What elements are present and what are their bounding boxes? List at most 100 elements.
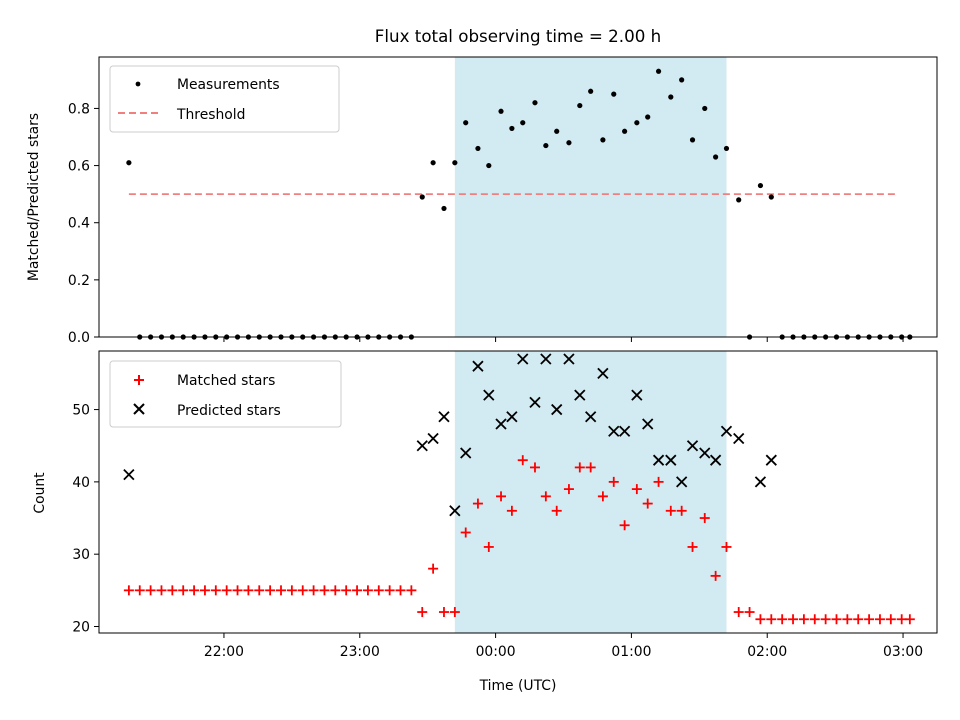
measurement-point xyxy=(600,137,606,143)
x-tick-label: 01:00 xyxy=(611,644,651,660)
legend-predicted-label: Predicted stars xyxy=(177,403,281,419)
observing-window-shade-bottom xyxy=(454,351,727,633)
predicted-star-point xyxy=(529,396,541,408)
measurement-point xyxy=(498,108,504,114)
matched-star-point xyxy=(687,541,698,552)
matched-star-point xyxy=(243,585,254,596)
matched-star-point xyxy=(874,614,885,625)
predicted-star-point xyxy=(699,447,711,459)
measurement-point xyxy=(668,94,674,100)
matched-star-point xyxy=(733,607,744,618)
predicted-star-point xyxy=(517,353,529,365)
measurement-point xyxy=(577,102,583,109)
predicted-star-point xyxy=(652,454,665,466)
y-tick-label: 50 xyxy=(72,403,90,419)
x-axis-label: Time (UTC) xyxy=(479,678,557,694)
matched-star-point xyxy=(842,614,853,625)
matched-star-point xyxy=(710,570,721,581)
measurement-point xyxy=(532,100,538,106)
matched-star-point xyxy=(189,585,200,596)
measurement-point xyxy=(566,140,572,146)
matched-star-point xyxy=(373,585,384,596)
matched-star-point xyxy=(438,607,449,618)
matched-star-point xyxy=(551,505,562,516)
x-tick-label: 00:00 xyxy=(476,644,516,660)
predicted-star-point xyxy=(427,432,439,445)
predicted-star-point xyxy=(665,454,677,466)
y-tick-label: 40 xyxy=(72,475,90,491)
predicted-star-point xyxy=(597,367,609,380)
predicted-star-point xyxy=(631,389,643,401)
predicted-star-point xyxy=(618,425,631,437)
matched-star-point xyxy=(134,585,145,596)
matched-star-point xyxy=(384,585,395,596)
measurement-point xyxy=(723,145,730,152)
predicted-star-point xyxy=(506,411,518,423)
y-tick-label: 0.2 xyxy=(68,273,90,289)
legend-measurements-label: Measurements xyxy=(177,77,280,93)
matched-star-point xyxy=(904,614,915,625)
matched-star-point xyxy=(496,491,507,502)
measurement-point xyxy=(554,128,560,134)
matched-star-point xyxy=(178,585,189,596)
bottom-y-axis-label: Count xyxy=(32,472,48,514)
predicted-star-point xyxy=(449,505,461,517)
predicted-star-point xyxy=(416,440,428,452)
matched-star-point xyxy=(297,585,308,596)
observing-window-shade-top xyxy=(454,57,727,337)
measurement-point xyxy=(509,125,515,132)
matched-star-point xyxy=(608,476,619,487)
matched-star-point xyxy=(352,585,363,596)
matched-star-point xyxy=(676,505,687,516)
matched-star-point xyxy=(777,614,788,625)
matched-star-point xyxy=(123,585,134,596)
matched-star-point xyxy=(699,513,710,524)
predicted-star-point xyxy=(585,411,597,423)
matched-star-point xyxy=(885,614,896,625)
x-tick-label: 23:00 xyxy=(340,644,380,660)
measurement-point xyxy=(126,160,132,166)
measurement-point xyxy=(430,160,436,166)
predicted-star-point xyxy=(483,389,495,401)
predicted-star-point xyxy=(460,447,472,459)
matched-star-point xyxy=(853,614,864,625)
matched-star-point xyxy=(395,585,406,596)
measurement-point xyxy=(634,120,640,126)
matched-star-point xyxy=(540,491,551,502)
measurement-point xyxy=(622,128,628,134)
predicted-star-point xyxy=(676,476,688,488)
matched-star-point xyxy=(406,585,417,596)
top-y-axis-label: Matched/Predicted stars xyxy=(26,113,42,281)
x-tick-label: 02:00 xyxy=(747,644,787,660)
matched-star-point xyxy=(820,614,831,625)
top-panel: 0.00.20.40.60.8 Matched/Predicted stars … xyxy=(26,56,938,346)
measurement-point xyxy=(768,194,774,200)
legend-matched-marker xyxy=(134,375,144,385)
bottom-axes-frame xyxy=(98,350,938,634)
measurement-point xyxy=(611,91,617,97)
matched-star-point xyxy=(221,585,232,596)
matched-star-point xyxy=(788,614,799,625)
y-tick-label: 0.6 xyxy=(68,159,90,175)
legend-matched-label: Matched stars xyxy=(177,373,275,389)
matched-star-point xyxy=(798,614,809,625)
y-tick-label: 30 xyxy=(72,547,90,563)
measurement-point xyxy=(713,154,719,160)
matched-star-point xyxy=(254,585,265,596)
matched-star-point xyxy=(341,585,352,596)
matched-star-point xyxy=(597,491,608,502)
predicted-star-point xyxy=(733,432,745,445)
matched-star-point xyxy=(472,498,483,509)
matched-star-point xyxy=(755,614,766,625)
matched-star-point xyxy=(362,585,373,596)
measurement-point xyxy=(463,120,469,126)
predicted-star-point xyxy=(574,389,586,401)
y-tick-label: 0.0 xyxy=(68,330,90,346)
matched-star-point xyxy=(653,476,664,487)
predicted-star-point xyxy=(709,454,722,466)
matched-star-point xyxy=(167,585,178,596)
y-tick-label: 0.8 xyxy=(68,101,90,117)
matched-star-point xyxy=(744,607,755,618)
measurement-point xyxy=(757,182,764,189)
